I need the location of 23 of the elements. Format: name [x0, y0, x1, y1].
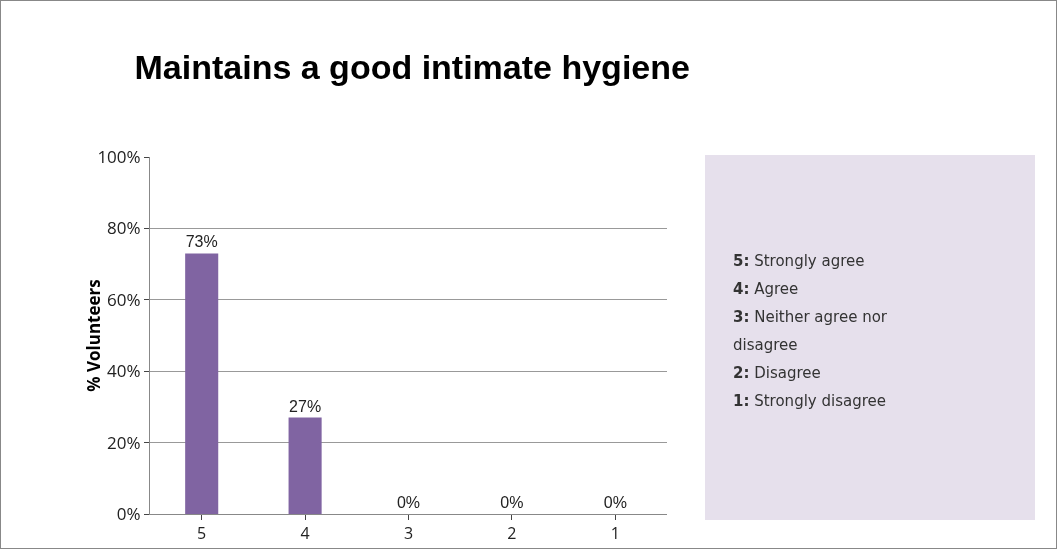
data-label: 0% [500, 494, 524, 511]
text: 3: Neither agree nor disagree [733, 307, 888, 356]
y-tick-label: 20% [107, 430, 141, 454]
text: 1: Strongly disagree [733, 391, 887, 412]
x-tick-label: 3 [403, 522, 414, 545]
data-label: 0% [603, 494, 627, 511]
data-label: 0% [396, 494, 421, 511]
x-tick-label: 2 [507, 522, 517, 545]
y-axis-title: % Volunteers [82, 279, 106, 392]
x-tick-label: 1 [610, 522, 620, 545]
text: 4: Agree [733, 279, 800, 300]
y-tick-label: 40% [107, 359, 141, 383]
data-label: 27% [289, 397, 322, 415]
text: 5: Strongly agree [733, 251, 866, 272]
chart-title: Maintains a good intimate hygiene [134, 47, 690, 86]
y-tick-label: 100% [97, 144, 141, 168]
x-tick-label: 4 [300, 522, 310, 545]
y-tick-label: 60% [107, 287, 141, 311]
data-label: 73% [185, 233, 218, 251]
text: 2: Disagree [733, 363, 822, 384]
y-tick-label: 0% [116, 501, 141, 525]
y-tick-label: 80% [107, 216, 141, 240]
x-tick-label: 5 [197, 522, 207, 545]
